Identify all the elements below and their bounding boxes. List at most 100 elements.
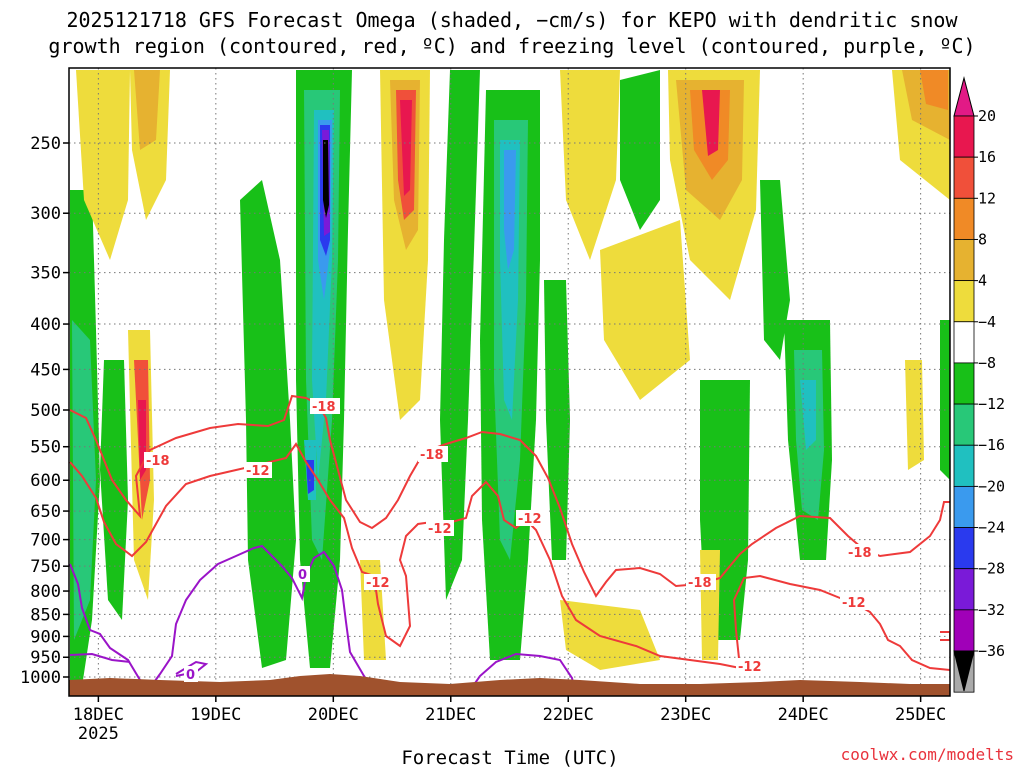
x-tick-label: 19DEC <box>190 705 241 725</box>
y-tick-label: 600 <box>30 471 61 491</box>
omega-region <box>620 70 660 230</box>
contour-label-red: -12 <box>366 576 390 591</box>
omega-region <box>76 70 130 260</box>
y-tick-label: 350 <box>30 264 61 284</box>
contour-label-red: -12 <box>518 512 542 527</box>
omega-region <box>240 180 296 668</box>
colorbar-swatch <box>953 321 975 364</box>
omega-region <box>134 70 160 150</box>
colorbar-top-arrow <box>953 76 975 117</box>
label-bg <box>418 446 448 462</box>
contour-label-red: -18 <box>688 576 712 591</box>
x-tick-label: 24DEC <box>778 705 829 725</box>
purple-contour-0 <box>69 563 151 696</box>
omega-region <box>440 70 480 600</box>
chart-title-line-2: growth region (contoured, red, ºC) and f… <box>48 34 975 58</box>
y-tick-label: 750 <box>30 557 61 577</box>
y-axis: 2503003504004505005506006507007508008509… <box>20 134 69 688</box>
y-tick-label: 700 <box>30 531 61 551</box>
colorbar-label: −8 <box>978 354 996 372</box>
colorbar-swatch <box>953 197 975 240</box>
colorbar: 20 16 12 8 4 −4 −8 −12 −16 −20 −24 −28 −32 −36 <box>953 76 1005 693</box>
red-contour-minus12 <box>69 442 741 669</box>
omega-region <box>600 220 690 400</box>
omega-region <box>800 380 816 450</box>
omega-region <box>504 150 516 270</box>
y-tick-label: 1000 <box>20 668 61 688</box>
label-bg <box>846 544 878 560</box>
y-tick-label: 850 <box>30 605 61 625</box>
colorbar-label: −28 <box>978 560 1005 578</box>
label-bg <box>686 574 716 590</box>
contour-label-red: -12 <box>842 596 866 611</box>
contour-label-red: -18 <box>146 454 170 469</box>
label-bg <box>736 658 764 674</box>
y-tick-label: 250 <box>30 134 61 154</box>
colorbar-swatch <box>953 362 975 405</box>
x-tick-label: 23DEC <box>660 705 711 725</box>
freezing-contours <box>69 544 577 696</box>
contour-label-red: -12 <box>428 522 452 537</box>
contour-label-red: -18 <box>420 448 444 463</box>
omega-region <box>100 360 128 620</box>
colorbar-swatch <box>953 568 975 611</box>
chart-title-line-1: 2025121718 GFS Forecast Omega (shaded, −… <box>66 8 958 32</box>
omega-region <box>940 320 950 480</box>
label-bg <box>144 452 172 468</box>
y-tick-label: 800 <box>30 582 61 602</box>
plot-frame <box>68 67 951 697</box>
colorbar-label: 4 <box>978 272 987 290</box>
x-tick-label: 22DEC <box>543 705 594 725</box>
colorbar-swatch <box>953 239 975 282</box>
colorbar-label: −20 <box>978 477 1005 495</box>
x-tick-label: 18DEC <box>73 705 124 725</box>
red-contour-box <box>940 631 950 641</box>
ground-terrain <box>69 674 950 696</box>
colorbar-label: −16 <box>978 436 1005 454</box>
contour-label-red: -18 <box>312 400 336 415</box>
contour-labels: -18 -12 -18 -12 -18 -12 -12 -18 -12 -12 … <box>144 398 878 683</box>
omega-region <box>760 180 790 360</box>
colorbar-swatch <box>953 609 975 652</box>
colorbar-bottom-arrow <box>953 650 975 692</box>
credit-text: coolwx.com/modelts <box>841 745 1014 764</box>
omega-region <box>560 70 620 260</box>
label-bg <box>364 574 392 590</box>
y-tick-label: 400 <box>30 315 61 335</box>
omega-region <box>702 90 720 156</box>
purple-contour-0 <box>465 652 577 696</box>
omega-region <box>306 460 314 494</box>
colorbar-label: 8 <box>978 230 987 248</box>
colorbar-label: 16 <box>978 148 996 166</box>
purple-contour-0 <box>143 544 379 696</box>
omega-region <box>544 280 570 560</box>
colorbar-label: −32 <box>978 601 1005 619</box>
omega-region <box>323 140 329 218</box>
contour-label-purple: 0 <box>298 568 307 583</box>
colorbar-swatch <box>953 527 975 570</box>
label-bg <box>184 666 198 682</box>
colorbar-swatch <box>953 403 975 446</box>
label-bg <box>244 462 272 478</box>
y-tick-label: 900 <box>30 627 61 647</box>
red-contour-minus18 <box>69 394 950 598</box>
purple-contour-0 <box>69 652 131 663</box>
colorbar-swatch <box>953 444 975 487</box>
x-tick-label: 25DEC <box>895 705 946 725</box>
omega-region <box>400 100 412 196</box>
contour-label-red: -12 <box>738 660 762 675</box>
y-tick-label: 300 <box>30 204 61 224</box>
contour-label-red: -18 <box>848 546 872 561</box>
colorbar-label: 20 <box>978 107 996 125</box>
omega-region <box>920 70 948 110</box>
x-axis-title: Forecast Time (UTC) <box>401 747 618 768</box>
label-bg <box>426 520 454 536</box>
x-tick-label: 21DEC <box>425 705 476 725</box>
label-bg <box>516 510 546 526</box>
colorbar-label: −24 <box>978 519 1005 537</box>
plot-area: -18 -12 -18 -12 -18 -12 -12 -18 -12 -12 … <box>69 68 950 696</box>
y-tick-label: 500 <box>30 401 61 421</box>
contour-label-purple: 0 <box>186 668 195 683</box>
